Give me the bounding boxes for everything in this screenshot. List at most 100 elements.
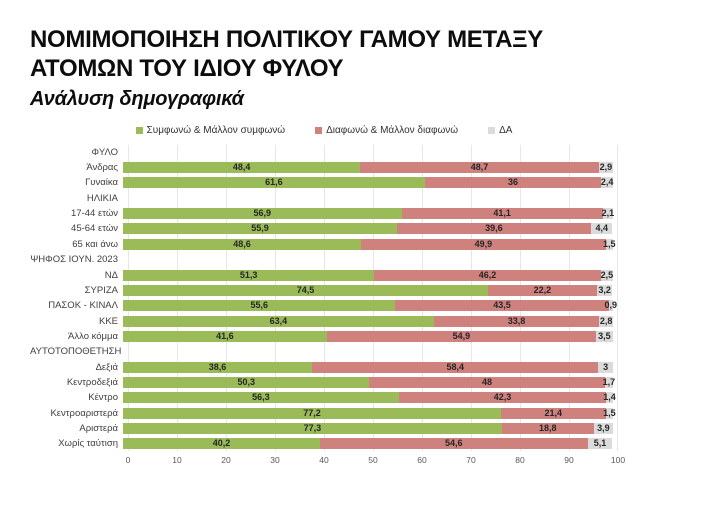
segment-agree: 48,4: [123, 162, 361, 174]
value-label-dk: 0,9: [604, 300, 618, 311]
value-label-dk: 2,8: [599, 315, 613, 326]
chart-row: Κέντρο 56,3 42,3 1,4: [30, 390, 618, 405]
x-axis-tick-label: 80: [515, 455, 525, 466]
legend-swatch-dk-icon: [488, 126, 496, 134]
row-label: ΝΔ: [104, 269, 118, 281]
value-label-disagree: 36: [508, 177, 519, 188]
row-label: Αριστερά: [79, 422, 118, 434]
group-header-label: ΨΗΦΟΣ ΙΟΥΝ. 2023: [30, 254, 118, 266]
segment-agree: 48,6: [123, 238, 362, 250]
value-label-disagree: 43,5: [493, 300, 511, 311]
chart-row: ΠΑΣΟΚ - ΚΙΝΑΛ 55,6 43,5 0,9: [30, 298, 618, 313]
segment-agree: 50,3: [123, 376, 370, 388]
legend-label-disagree: Διαφωνώ & Μάλλον διαφωνώ: [326, 124, 459, 136]
segment-dk: 3,2: [596, 284, 613, 296]
segment-dk: 3,9: [593, 422, 613, 434]
value-label-agree: 51,3: [239, 269, 258, 280]
x-axis: 0 10 20 30 40 50 60 70 80 90 100: [126, 451, 625, 469]
value-label-disagree: 41,1: [493, 208, 511, 219]
segment-agree: 55,6: [123, 300, 396, 312]
segment-dk: 2,9: [598, 162, 613, 174]
row-label: Γυναίκα: [85, 177, 118, 189]
segment-disagree: 41,1: [401, 208, 603, 220]
segment-dk: 2,4: [600, 177, 614, 189]
value-label-dk: 4,4: [595, 223, 608, 234]
x-axis-tick-label: 40: [319, 455, 329, 466]
bar-track: [123, 193, 613, 204]
segment-dk: 1,4: [603, 392, 616, 404]
chart-row: Άλλο κόμμα 41,6 54,9 3,5: [30, 329, 618, 344]
chart-subtitle: Ανάλυση δημογραφικά: [30, 87, 244, 110]
segment-agree: 77,2: [123, 407, 501, 419]
segment-agree: 56,3: [123, 392, 399, 404]
bar-track: 77,2 21,4 1,5: [123, 407, 616, 419]
segment-dk: 3: [598, 361, 613, 373]
segment-disagree: 21,4: [500, 407, 606, 419]
bar-track: 56,9 41,1 2,1: [123, 208, 614, 220]
x-axis-tick-label: 60: [417, 455, 427, 466]
chart-row: ΣΥΡΙΖΑ 74,5 22,2 3,2: [30, 283, 618, 298]
segment-dk: 5,1: [587, 438, 613, 450]
bar-track: 55,9 39,6 4,4: [123, 223, 613, 235]
segment-disagree: 48,7: [360, 162, 599, 174]
segment-agree: 61,6: [123, 177, 425, 189]
value-label-agree: 56,9: [253, 208, 272, 219]
chart-row: Γυναίκα 61,6 36 2,4: [30, 175, 618, 190]
row-label: Κέντρο: [88, 392, 118, 404]
value-label-agree: 61,6: [265, 177, 283, 188]
bar-track: 51,3 46,2 2,5: [123, 269, 614, 281]
value-label-disagree: 54,6: [444, 438, 463, 449]
value-label-agree: 40,2: [212, 438, 231, 449]
value-label-agree: 63,4: [269, 315, 288, 326]
chart-row: 17-44 ετών 56,9 41,1 2,1: [30, 206, 618, 221]
bar-track: 41,6 54,9 3,5: [123, 330, 613, 342]
segment-dk: 1,5: [603, 238, 616, 250]
chart-row: 65 και άνω 48,6 49,9 1,5: [30, 237, 618, 252]
value-label-agree: 56,3: [252, 392, 270, 403]
value-label-dk: 5,1: [593, 438, 607, 449]
segment-disagree: 42,3: [398, 392, 607, 404]
value-label-disagree: 18,8: [539, 422, 557, 433]
chart-group-header-row: ΑΥΤΟΤΟΠΟΘΕΤΗΣΗ: [30, 344, 618, 359]
bar-track: [123, 254, 613, 265]
value-label-dk: 2,4: [600, 177, 614, 188]
row-label: ΣΥΡΙΖΑ: [84, 284, 118, 296]
legend-swatch-disagree-icon: [315, 126, 323, 134]
row-label: ΠΑΣΟΚ - ΚΙΝΑΛ: [48, 300, 118, 312]
segment-disagree: 54,9: [326, 330, 596, 342]
value-label-dk: 2,5: [600, 269, 614, 280]
value-label-disagree: 54,9: [452, 330, 471, 341]
value-label-agree: 50,3: [237, 376, 255, 387]
bar-track: 63,4 33,8 2,8: [123, 315, 613, 327]
row-label: 65 και άνω: [72, 238, 118, 250]
x-axis-tick-label: 100: [610, 455, 626, 466]
legend-label-dk: ΔΑ: [499, 124, 513, 136]
row-label: Άνδρας: [86, 162, 118, 174]
row-label: Κεντροδεξιά: [66, 376, 118, 388]
bar-track: 38,6 58,4 3: [123, 361, 613, 373]
bar-track: 55,6 43,5 0,9: [123, 300, 617, 312]
chart-row: Δεξιά 38,6 58,4 3: [30, 359, 618, 374]
x-axis-tick-label: 10: [172, 455, 182, 466]
bar-track: 56,3 42,3 1,4: [123, 392, 616, 404]
legend-swatch-agree-icon: [135, 126, 143, 134]
segment-disagree: 36: [424, 177, 602, 189]
value-label-disagree: 21,4: [544, 407, 563, 418]
x-axis-tick-label: 90: [564, 455, 574, 466]
bar-track: 40,2 54,6 5,1: [123, 438, 613, 450]
x-axis-tick-label: 30: [270, 455, 280, 466]
chart-group-header-row: ΦΥΛΟ: [30, 145, 618, 160]
segment-disagree: 39,6: [396, 223, 591, 235]
chart-header: ΝΟΜΙΜΟΠΟΙΗΣΗ ΠΟΛΙΤΙΚΟΥ ΓΑΜΟΥ ΜΕΤΑΞΥ ΑΤΟΜ…: [30, 26, 703, 111]
chart-row: ΝΔ 51,3 46,2 2,5: [30, 267, 618, 282]
row-label: ΚΚΕ: [98, 315, 118, 327]
chart-group-header-row: ΨΗΦΟΣ ΙΟΥΝ. 2023: [30, 252, 618, 267]
segment-disagree: 22,2: [488, 284, 597, 296]
value-label-disagree: 42,3: [493, 392, 512, 403]
value-label-dk: 2,9: [599, 162, 613, 173]
bar-track: [123, 147, 613, 158]
segment-disagree: 18,8: [501, 422, 594, 434]
segment-agree: 40,2: [123, 438, 320, 450]
chart-title-line2: ΑΤΟΜΩΝ ΤΟΥ ΙΔΙΟΥ ΦΥΛΟΥ: [30, 54, 344, 82]
value-label-dk: 3,5: [598, 330, 611, 341]
